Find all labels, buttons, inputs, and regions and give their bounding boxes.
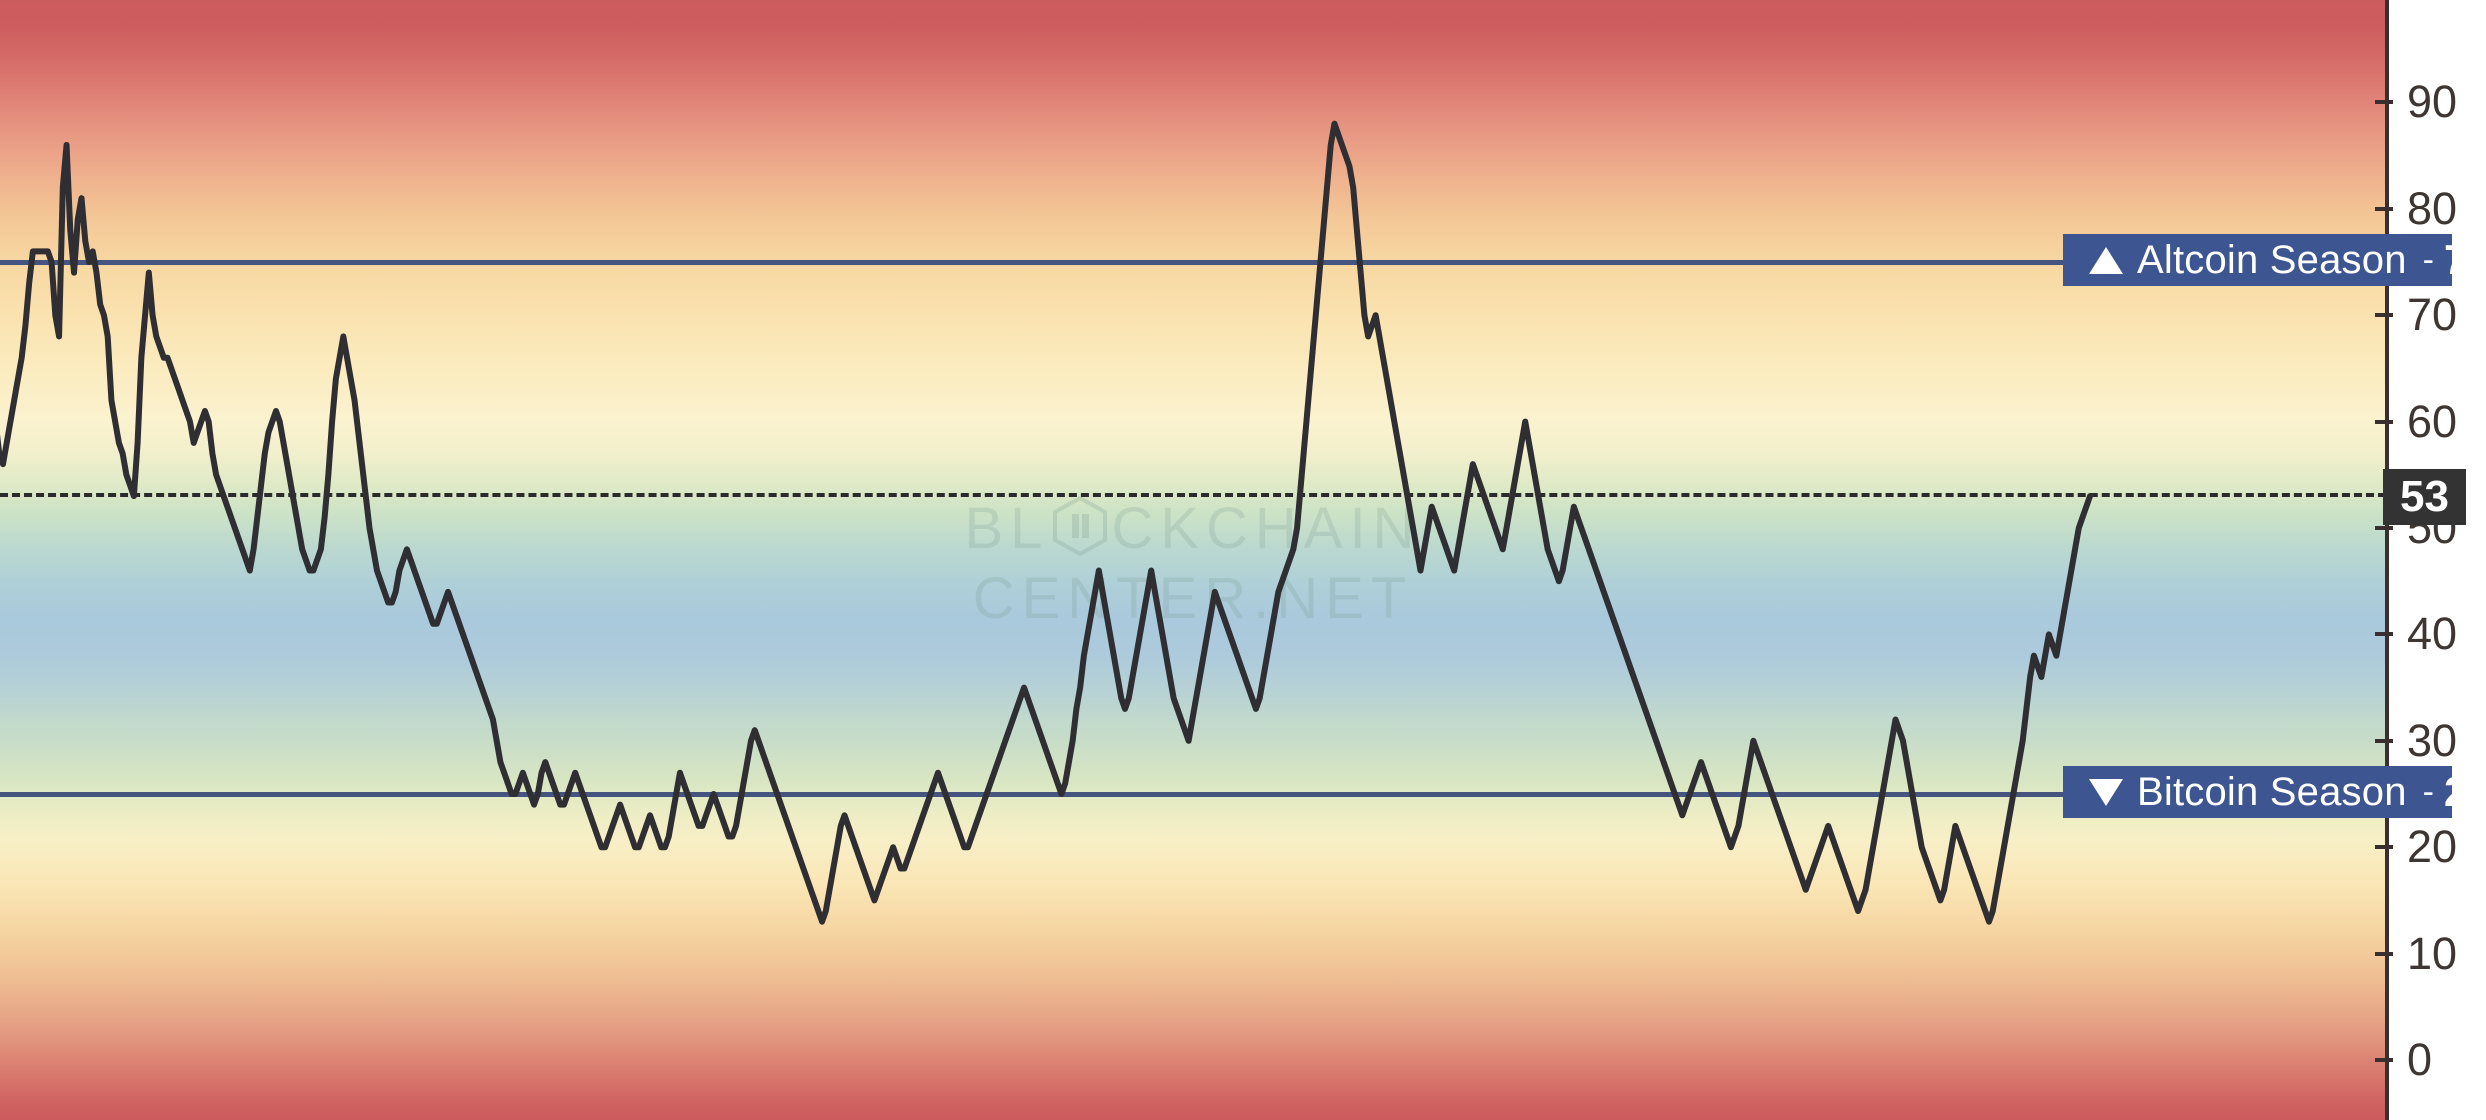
tick-label: 40 <box>2407 608 2458 660</box>
tick-label: 70 <box>2407 289 2458 341</box>
season-gradient-background <box>0 0 2386 1120</box>
altcoin-season-dash: - <box>2422 240 2434 279</box>
tick-mark <box>2375 313 2393 318</box>
triangle-down-icon <box>2089 778 2123 806</box>
plot-area: BL CKCHAIN CENTER.NET <box>0 0 2386 1120</box>
tick-mark <box>2375 632 2393 637</box>
tick-label: 60 <box>2407 395 2458 447</box>
tick-label: 90 <box>2407 76 2458 128</box>
bitcoin-season-badge[interactable]: Bitcoin Season - 25 <box>2063 766 2486 818</box>
bitcoin-season-value: 25 <box>2443 768 2486 815</box>
altcoin-season-badge[interactable]: Altcoin Season - 75 <box>2063 234 2486 286</box>
bitcoin-season-label: Bitcoin Season <box>2137 769 2407 814</box>
current-value-badge: 53 <box>2383 469 2466 525</box>
tick-label: 10 <box>2407 927 2458 979</box>
index-line-series <box>0 120 2093 925</box>
tick-label: 20 <box>2407 821 2458 873</box>
reference-line-altcoin-season <box>0 260 2386 265</box>
tick-label: 0 <box>2407 1034 2433 1085</box>
tick-mark <box>2375 951 2393 956</box>
reference-line-current-value <box>0 493 2386 497</box>
tick-label: 30 <box>2407 714 2458 766</box>
y-axis: 90 80 70 60 50 40 30 20 10 0 <box>2375 0 2486 1120</box>
y-axis-spine <box>2385 0 2389 1120</box>
altcoin-season-label: Altcoin Season <box>2137 237 2407 282</box>
tick-mark <box>2375 1058 2393 1062</box>
tick-mark <box>2375 738 2393 743</box>
tick-label: 80 <box>2407 182 2458 234</box>
tick-mark <box>2375 845 2393 850</box>
reference-line-bitcoin-season <box>0 792 2386 797</box>
tick-mark <box>2375 526 2393 530</box>
tick-mark <box>2375 419 2393 424</box>
triangle-up-icon <box>2089 246 2123 274</box>
tick-mark <box>2375 206 2393 211</box>
bitcoin-season-dash: - <box>2422 772 2434 811</box>
tick-mark <box>2375 100 2393 105</box>
altcoin-season-value: 75 <box>2443 236 2486 283</box>
